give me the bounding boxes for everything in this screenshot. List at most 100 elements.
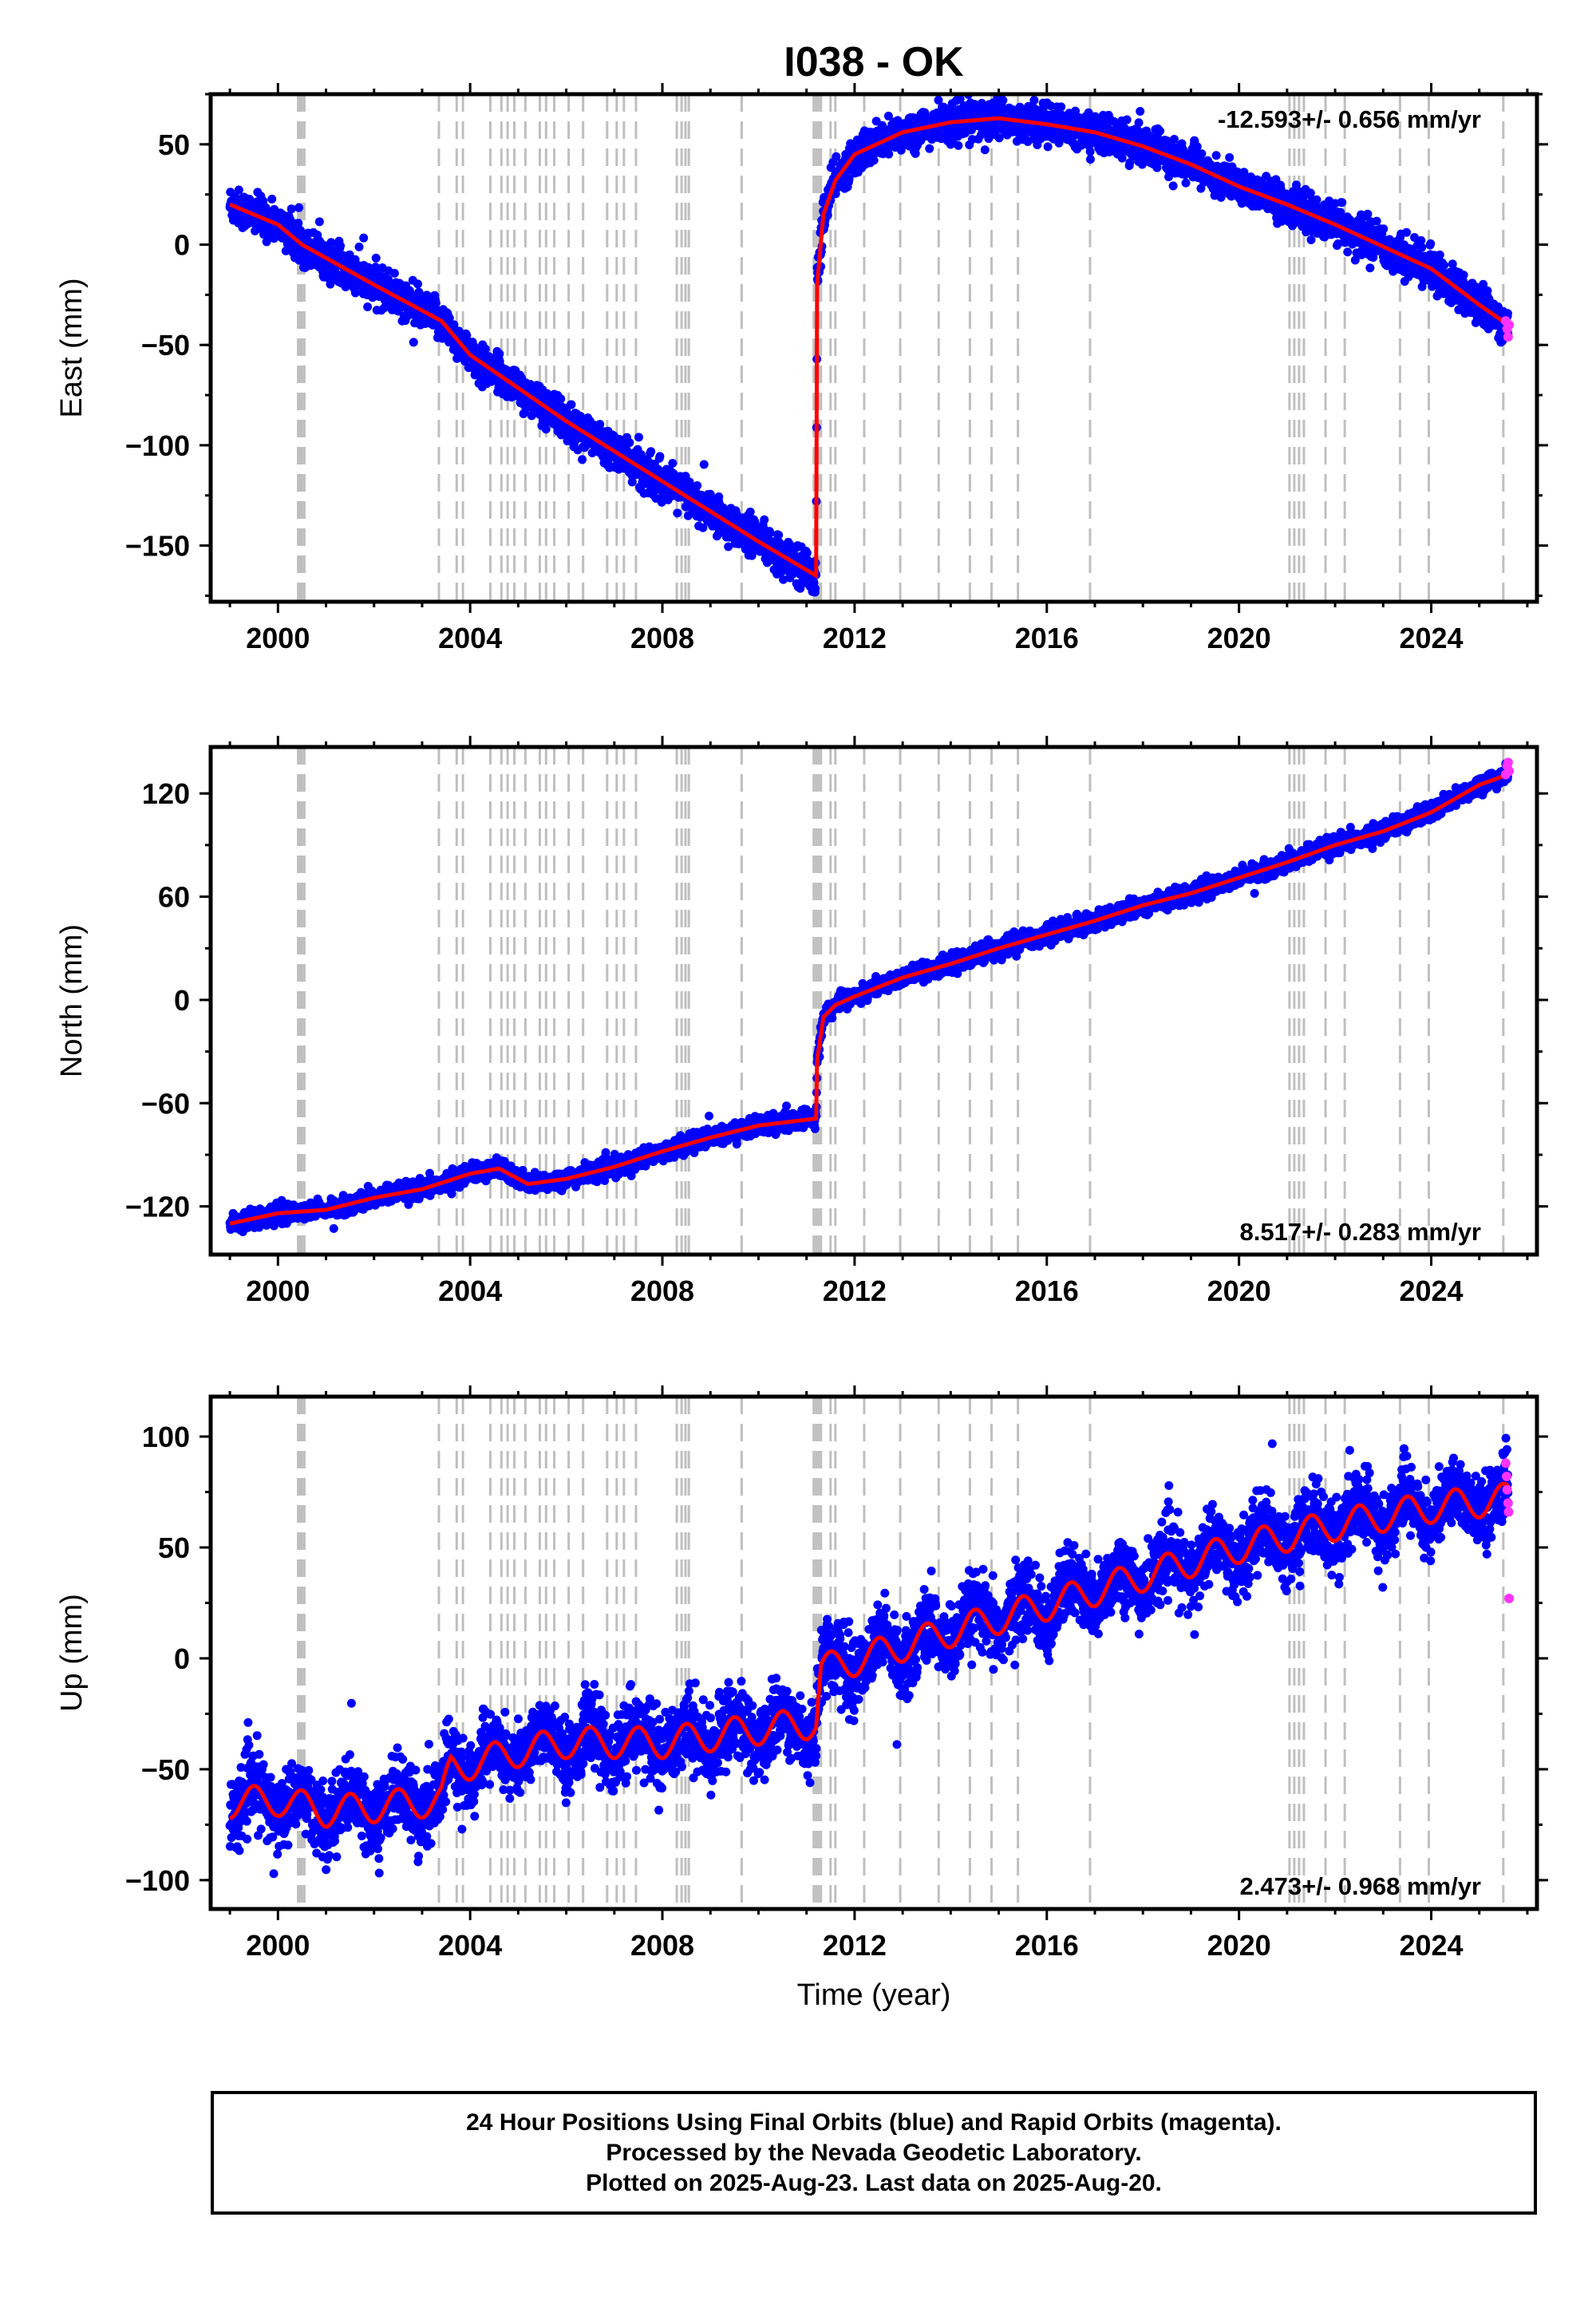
data-point xyxy=(1343,247,1353,257)
data-point xyxy=(1168,181,1178,191)
data-point xyxy=(1136,107,1145,117)
data-point xyxy=(646,447,656,456)
plot-area xyxy=(225,77,1515,602)
data-point xyxy=(1306,235,1316,244)
data-point xyxy=(683,511,693,520)
data-point xyxy=(449,320,459,330)
data-point xyxy=(1216,188,1226,198)
data-point xyxy=(724,542,733,551)
data-point xyxy=(1058,77,1067,85)
data-point xyxy=(750,516,760,526)
data-point xyxy=(1369,252,1378,262)
x-tick-label: 2004 xyxy=(438,622,502,654)
data-point xyxy=(267,194,277,204)
data-point xyxy=(336,241,346,251)
data-point xyxy=(1426,239,1436,248)
data-point xyxy=(1402,227,1412,237)
data-point xyxy=(925,144,934,153)
data-point xyxy=(294,203,304,212)
data-point xyxy=(1239,168,1249,177)
data-point xyxy=(1181,178,1191,188)
data-point xyxy=(314,217,324,227)
data-point xyxy=(1503,309,1512,318)
final-orbit-points xyxy=(225,77,1513,597)
figure-title: I038 - OK xyxy=(784,39,964,85)
data-point xyxy=(409,338,418,347)
data-point xyxy=(259,196,268,206)
data-point xyxy=(1134,118,1144,128)
data-point xyxy=(745,507,755,516)
data-point xyxy=(1363,209,1373,219)
data-point xyxy=(1416,235,1426,245)
x-tick-label: 2008 xyxy=(630,622,694,654)
y-tick-label: 0 xyxy=(174,229,190,262)
y-axis-label: East (mm) xyxy=(55,278,89,417)
data-point xyxy=(1169,134,1179,144)
data-point xyxy=(1163,172,1173,182)
data-point xyxy=(1144,131,1154,140)
data-point xyxy=(634,433,643,442)
data-point xyxy=(294,219,303,228)
data-point xyxy=(954,140,963,150)
data-point xyxy=(1435,250,1444,259)
data-point xyxy=(1459,271,1468,280)
data-point xyxy=(541,425,551,434)
velocity-label: -12.593+/- 0.656 mm/yr xyxy=(1218,105,1481,133)
data-point xyxy=(359,233,369,243)
data-point xyxy=(1379,224,1389,234)
data-point xyxy=(495,349,504,358)
data-point xyxy=(578,455,587,464)
data-point xyxy=(1350,255,1360,265)
data-point xyxy=(714,492,724,502)
data-point xyxy=(1372,216,1381,226)
data-point xyxy=(955,94,965,104)
data-point xyxy=(1197,149,1207,159)
data-point xyxy=(326,238,336,247)
data-point xyxy=(383,275,393,284)
data-point xyxy=(354,242,364,251)
y-tick-label: −100 xyxy=(125,429,190,462)
model-line xyxy=(229,116,1510,579)
data-point xyxy=(1043,142,1053,152)
data-point xyxy=(698,523,708,532)
data-point xyxy=(296,227,306,237)
data-point xyxy=(431,298,440,308)
data-point xyxy=(1333,239,1343,248)
data-point xyxy=(1152,163,1162,172)
data-point xyxy=(1029,96,1039,105)
x-tick-label: 2000 xyxy=(246,622,310,654)
data-point xyxy=(520,408,530,417)
data-point xyxy=(413,279,423,289)
rapid-orbit-point xyxy=(1503,332,1513,342)
data-point xyxy=(1057,102,1066,112)
y-tick-label: 50 xyxy=(158,128,190,161)
data-point xyxy=(920,108,930,117)
data-point xyxy=(811,584,820,594)
data-point xyxy=(567,400,576,409)
data-point xyxy=(575,411,585,421)
plot-frame xyxy=(208,92,1539,604)
data-point xyxy=(1410,232,1420,242)
data-point xyxy=(883,111,893,121)
data-point xyxy=(1440,260,1449,270)
data-point xyxy=(934,96,943,105)
data-point xyxy=(625,438,634,448)
x-axis: 2000 2004 2008 2012 2016 2020 2024 xyxy=(228,83,1529,654)
x-tick-label: 2020 xyxy=(1207,622,1271,654)
data-point xyxy=(884,149,894,159)
panel-east: 2000 2004 2008 2012 2016 2020 2024500−50−100−1… xyxy=(55,77,1548,654)
data-point xyxy=(326,279,335,289)
data-point xyxy=(1337,198,1347,207)
x-tick-label: 2016 xyxy=(1015,622,1079,654)
data-point xyxy=(994,133,1004,143)
data-point xyxy=(844,174,854,184)
x-tick-label: 2012 xyxy=(823,622,887,654)
data-point xyxy=(1312,195,1321,204)
data-point xyxy=(980,145,990,155)
data-point xyxy=(796,583,805,593)
data-point xyxy=(1122,115,1132,124)
data-point xyxy=(832,152,841,161)
y-axis: 500−50−100−150 xyxy=(125,93,1548,597)
data-point xyxy=(363,302,373,312)
